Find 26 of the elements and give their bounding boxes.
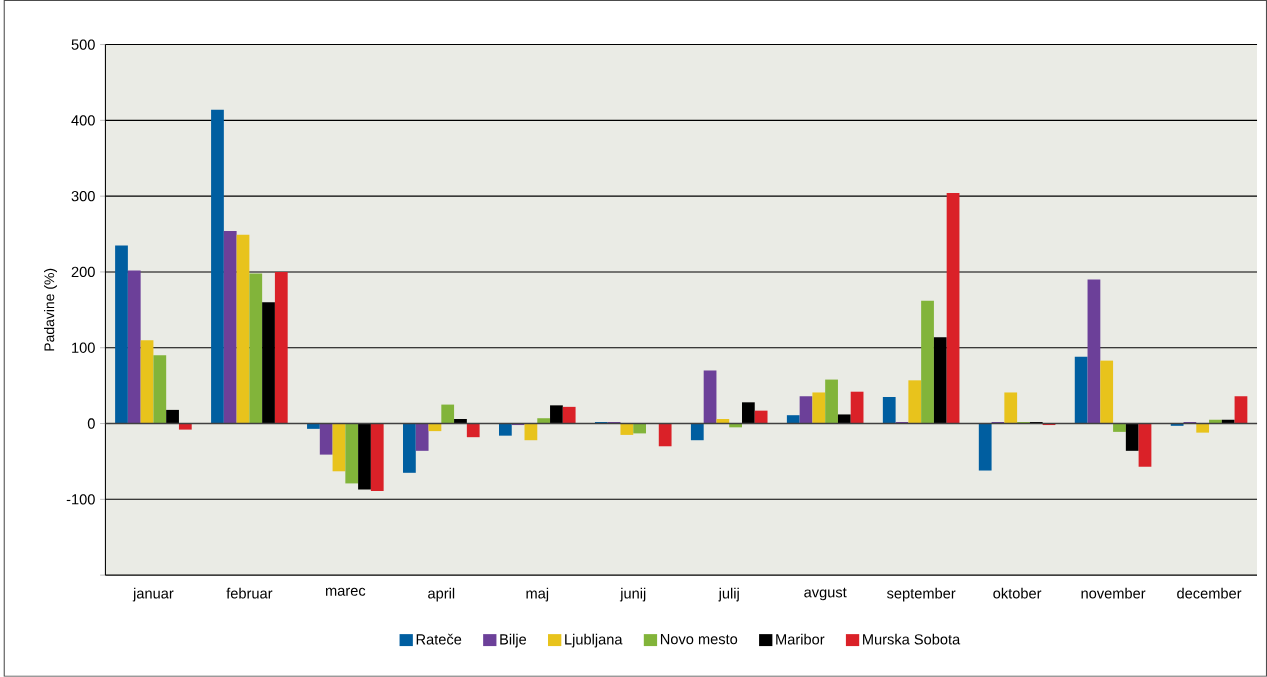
y-tick-label: 200 bbox=[71, 266, 95, 278]
x-tick-label: marec bbox=[326, 587, 366, 596]
y-axis-title: Padavine (%) bbox=[44, 268, 58, 351]
legend-label: Bilje bbox=[500, 633, 527, 648]
x-tick-label: oktober bbox=[993, 587, 1042, 599]
y-tick-label: -100 bbox=[66, 494, 95, 505]
x-tick-label: avgust bbox=[804, 587, 847, 601]
x-tick-label: julij bbox=[718, 587, 739, 602]
x-tick-label: maj bbox=[526, 587, 549, 602]
x-tick-label: februar bbox=[226, 587, 273, 599]
x-tick-label: januar bbox=[132, 587, 174, 602]
y-tick-label: 100 bbox=[72, 342, 95, 353]
legend-label: Maribor bbox=[776, 633, 825, 645]
x-tick-label: september bbox=[887, 587, 956, 602]
legend-label: Rateče bbox=[416, 633, 462, 645]
legend-label: Murska Sobota bbox=[863, 633, 961, 645]
y-tick-label: 300 bbox=[71, 191, 95, 202]
y-tick-label: 500 bbox=[71, 39, 95, 50]
x-tick-label: december bbox=[1177, 587, 1242, 599]
y-tick-label: 400 bbox=[71, 115, 95, 126]
x-tick-label: april bbox=[428, 587, 455, 602]
x-tick-label: junij bbox=[619, 587, 646, 602]
legend-label: Ljubljana bbox=[565, 633, 623, 648]
legend-label: Novo mesto bbox=[660, 634, 738, 645]
x-tick-label: november bbox=[1081, 587, 1146, 599]
y-tick-label: 0 bbox=[87, 418, 95, 429]
